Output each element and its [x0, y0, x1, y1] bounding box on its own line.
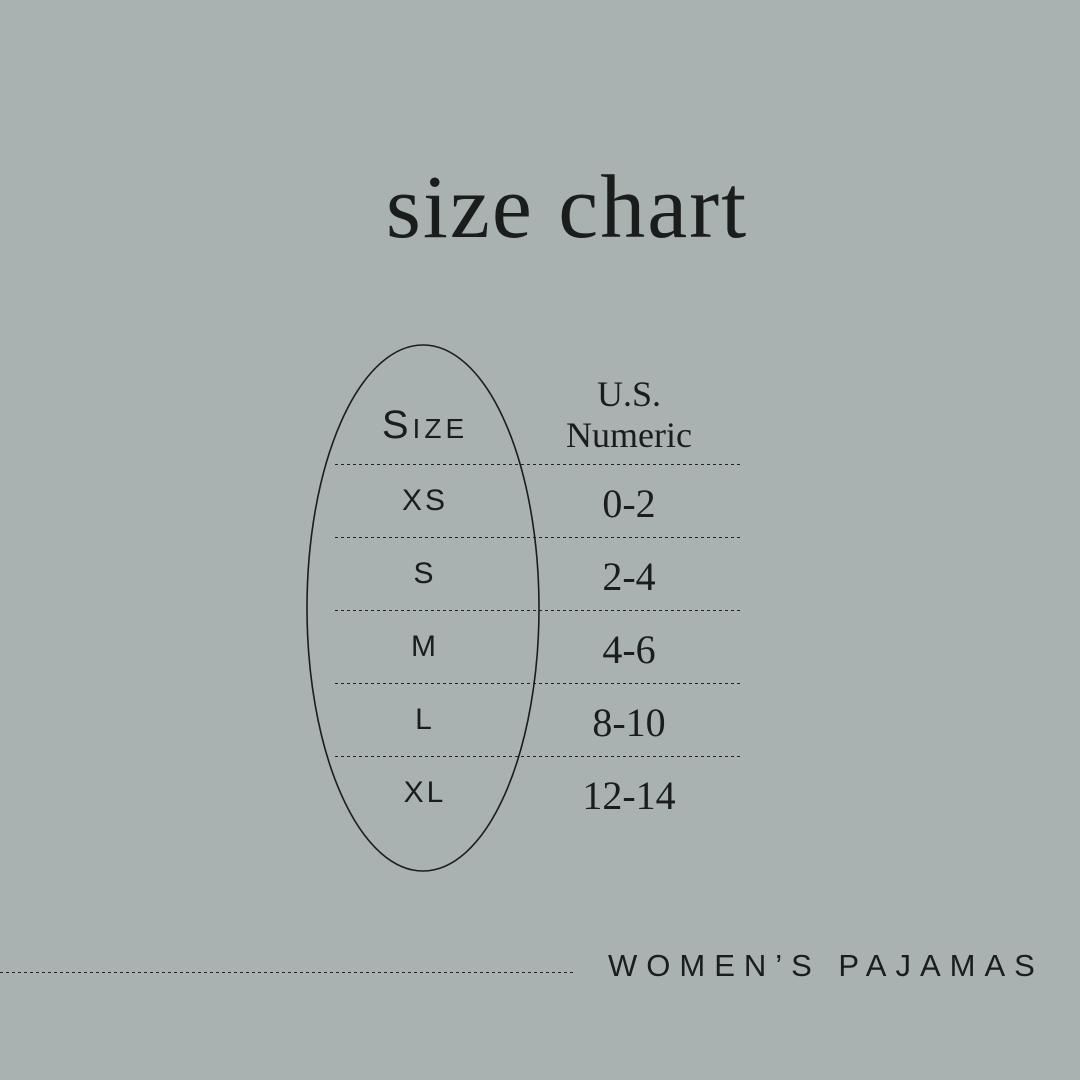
- us-numeric-cell: 8-10: [592, 700, 666, 745]
- table-row: S 2-4: [335, 538, 743, 610]
- table-header-row: Size U.S. Numeric: [335, 365, 743, 464]
- us-numeric-cell: 2-4: [602, 554, 656, 599]
- footer-label: women’s pajamas: [608, 948, 1044, 983]
- column-header-size: Size: [381, 403, 469, 447]
- table-row: L 8-10: [335, 684, 743, 756]
- column-header-us-numeric: U.S. Numeric: [515, 374, 743, 464]
- table-row: XL 12-14: [335, 757, 743, 829]
- column-header-us-line1: U.S.: [596, 374, 662, 414]
- footer-dashed-rule: [0, 972, 576, 973]
- page-title: size chart: [385, 158, 749, 257]
- size-cell: L: [415, 703, 435, 736]
- table-row: M 4-6: [335, 611, 743, 683]
- us-numeric-cell: 0-2: [602, 481, 656, 526]
- table-row: XS 0-2: [335, 465, 743, 537]
- size-cell: XL: [403, 776, 447, 809]
- size-cell: XS: [401, 484, 449, 517]
- us-numeric-cell: 4-6: [602, 627, 656, 672]
- size-cell: S: [413, 557, 437, 590]
- us-numeric-cell: 12-14: [582, 773, 676, 818]
- size-table: Size U.S. Numeric XS 0-2 S 2-4 M 4-6 L 8…: [335, 365, 743, 829]
- size-cell: M: [411, 630, 439, 663]
- column-header-us-line2: Numeric: [566, 415, 692, 455]
